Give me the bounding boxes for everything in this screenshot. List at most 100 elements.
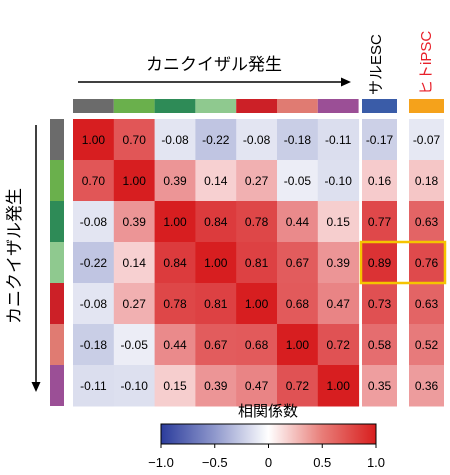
cell-value: 0.81: [245, 256, 269, 270]
cell-value: -0.22: [80, 256, 108, 270]
heatmap-cell: [236, 324, 278, 366]
col-label-human-ipsc: ヒトiPSC: [418, 31, 435, 95]
extra-cell: [362, 242, 397, 284]
stage-color-bar-top: [73, 99, 359, 113]
cell-value: 0.70: [123, 133, 147, 147]
cell-value: 0.27: [245, 174, 269, 188]
cell-value: 0.72: [286, 379, 310, 393]
cell-value: 0.68: [286, 297, 310, 311]
heatmap-cell: [73, 201, 115, 243]
extra-cell-value: -0.17: [366, 133, 394, 147]
heatmap-cell: [277, 324, 319, 366]
cell-value: 0.72: [327, 338, 351, 352]
heatmap-cell: [73, 324, 115, 366]
heatmap-cell: [277, 119, 319, 161]
cell-value: 1.00: [82, 133, 106, 147]
extra-cell-value: -0.07: [413, 133, 441, 147]
heatmap-cell: [113, 119, 156, 161]
extra-cell-value: 0.52: [415, 338, 439, 352]
heatmap-cell: [236, 119, 278, 161]
heatmap-cell: [113, 365, 156, 407]
cell-value: 0.14: [204, 174, 228, 188]
heatmap-cell: [236, 365, 278, 407]
cell-value: 0.39: [327, 256, 351, 270]
heatmap-cell: [195, 119, 237, 161]
cell-value: 1.00: [327, 379, 351, 393]
heatmap-cell: [236, 201, 278, 243]
colorbar-ticks: −1.0 −0.5 0 0.5 1.0: [148, 444, 385, 470]
heatmap-cell: [113, 242, 156, 284]
extra-heatmap-cells: -0.17 -0.07 0.16 0.18 0.77 0.63 0.89 0.76 0.73 0.…: [362, 119, 444, 407]
cell-value: 0.44: [163, 338, 187, 352]
stage-bar-top-6: [317, 99, 359, 113]
heatmap-cell: [195, 160, 237, 202]
extra-cell: [362, 119, 397, 161]
cell-value: -0.10: [325, 174, 353, 188]
extra-cell: [409, 242, 444, 284]
heatmap-cell: [317, 160, 360, 202]
extra-cell-value: 0.63: [415, 215, 439, 229]
extra-cell: [409, 201, 444, 243]
cell-value: 0.39: [163, 174, 187, 188]
y-title: カニクイザル発生: [5, 188, 24, 324]
heatmap-cell: [277, 160, 319, 202]
extra-cell-value: 0.63: [415, 297, 439, 311]
cell-value: 1.00: [123, 174, 147, 188]
x-arrow-head: [341, 77, 351, 87]
x-title: カニクイザル発生: [146, 55, 282, 74]
extra-cell: [409, 324, 444, 366]
cell-value: -0.08: [161, 133, 189, 147]
heatmap-cell: [154, 201, 196, 243]
stage-color-bar-left: [50, 119, 64, 406]
heatmap-cell: [277, 201, 319, 243]
cell-value: 0.68: [245, 338, 269, 352]
cell-value: 0.67: [286, 256, 310, 270]
cell-value: -0.22: [202, 133, 230, 147]
colorbar-tick-label: 0.5: [313, 455, 331, 470]
heatmap-cell: [73, 242, 115, 284]
heatmap-cell: [154, 160, 196, 202]
extra-cell: [409, 283, 444, 325]
colorbar-tick-label: −1.0: [148, 455, 174, 470]
extra-cell: [362, 365, 397, 407]
cell-value: -0.18: [80, 338, 108, 352]
extra-cell: [409, 119, 444, 161]
stage-bar-top-5: [277, 99, 318, 113]
y-arrow-head: [31, 382, 41, 392]
cell-value: 0.70: [82, 174, 106, 188]
heatmap-cell: [317, 283, 360, 325]
stage-bar-top-0: [73, 99, 114, 113]
heatmap-cell: [195, 324, 237, 366]
stage-bar-left-1: [50, 160, 64, 201]
cell-value: 1.00: [163, 215, 187, 229]
heatmap-cell: [195, 242, 237, 284]
cell-value: -0.11: [80, 379, 107, 393]
heatmap-cell: [277, 283, 319, 325]
cell-value: 1.00: [204, 256, 228, 270]
colorbar-title: 相関係数: [238, 403, 298, 420]
extra-cell-value: 0.58: [368, 338, 392, 352]
heatmap-cell: [113, 283, 156, 325]
heatmap-cell: [236, 160, 278, 202]
heatmap-cell: [73, 365, 115, 407]
heatmap-cell: [154, 324, 196, 366]
cell-value: -0.05: [121, 338, 149, 352]
extra-cell-value: 0.36: [415, 379, 439, 393]
cell-value: -0.05: [284, 174, 312, 188]
cell-value: 0.15: [163, 379, 187, 393]
heatmap-cell: [73, 283, 115, 325]
colorbar-tick-label: 1.0: [367, 455, 385, 470]
cell-value: 1.00: [245, 297, 269, 311]
heatmap-cell: [236, 242, 278, 284]
cell-value: 0.81: [204, 297, 228, 311]
heatmap-cell: [154, 119, 196, 161]
cell-value: 0.84: [204, 215, 228, 229]
extra-cell: [409, 160, 444, 202]
col-label-monkey-esc: サルESC: [368, 34, 385, 95]
extra-cell: [409, 365, 444, 407]
heatmap-cell: [317, 324, 360, 366]
stage-bar-left-4: [50, 283, 64, 324]
cell-value: 0.39: [123, 215, 147, 229]
cell-value: 0.47: [327, 297, 351, 311]
